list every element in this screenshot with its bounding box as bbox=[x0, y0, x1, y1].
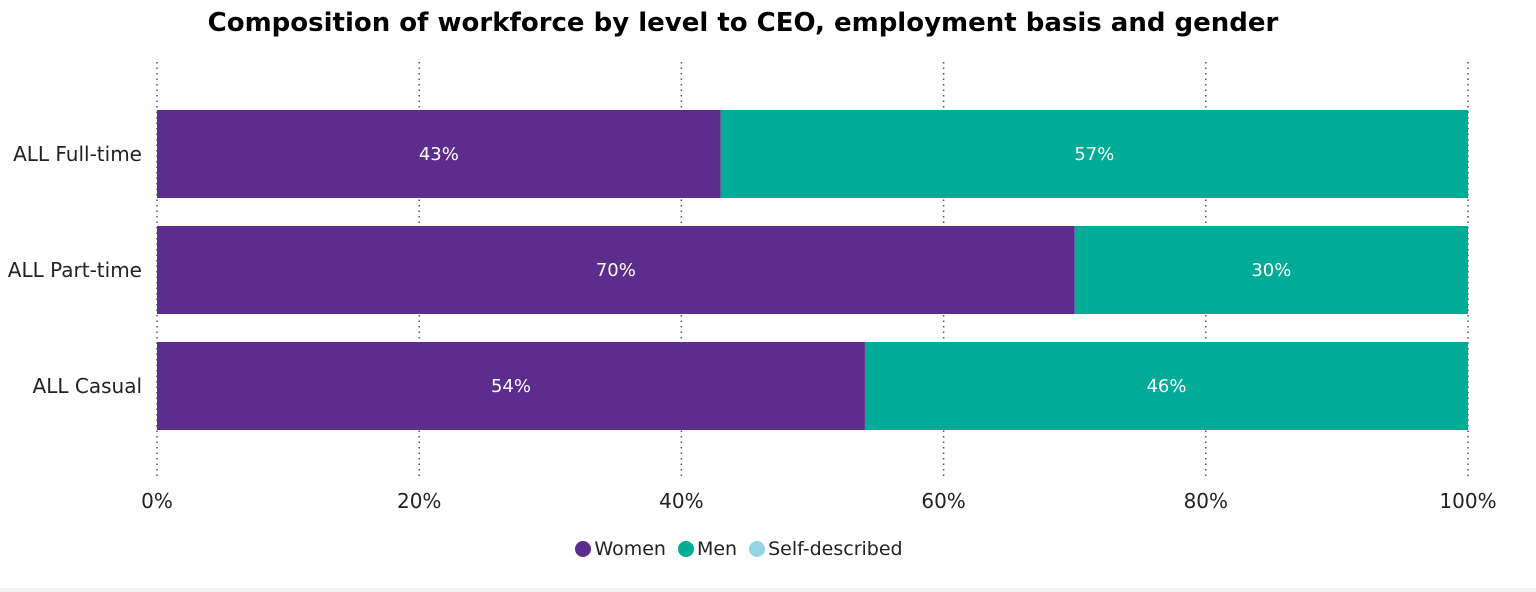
bar-segment-men bbox=[720, 110, 1468, 198]
x-tick-label: 20% bbox=[397, 489, 441, 513]
legend-marker bbox=[749, 541, 766, 557]
bar-segment-men bbox=[864, 342, 1468, 430]
data-label: 30% bbox=[1251, 260, 1291, 281]
x-tick-label: 100% bbox=[1439, 489, 1496, 513]
legend-item[interactable]: Self-described bbox=[749, 538, 903, 560]
category-label: ALL Casual bbox=[33, 374, 142, 398]
bar-segment-women bbox=[157, 226, 1075, 314]
x-tick-label: 80% bbox=[1184, 489, 1228, 513]
legend-label: Women bbox=[594, 538, 666, 560]
x-tick-label: 0% bbox=[141, 489, 173, 513]
data-label: 57% bbox=[1074, 144, 1114, 165]
x-tick-label: 60% bbox=[921, 489, 965, 513]
bars: 43% 57% 70% 30% 54% 46% bbox=[157, 110, 1468, 430]
legend-label: Self-described bbox=[768, 538, 903, 560]
data-label: 43% bbox=[419, 144, 459, 165]
bar-segment-women bbox=[157, 342, 865, 430]
legend-label: Men bbox=[696, 538, 738, 560]
data-label: 70% bbox=[596, 260, 636, 281]
category-label: ALL Part-time bbox=[8, 258, 142, 282]
legend-marker bbox=[575, 541, 592, 557]
data-label: 54% bbox=[491, 376, 531, 397]
chart-title: Composition of workforce by level to CEO… bbox=[207, 8, 1279, 38]
bar-segment-men bbox=[1074, 226, 1468, 314]
legend-item[interactable]: Women bbox=[575, 538, 666, 560]
bottom-divider bbox=[0, 588, 1536, 592]
legend-marker bbox=[677, 541, 694, 557]
legend: Women Men Self-described bbox=[0, 538, 1478, 560]
category-label: ALL Full-time bbox=[13, 142, 142, 166]
data-label: 46% bbox=[1146, 376, 1186, 397]
bar-segment-women bbox=[157, 110, 721, 198]
x-tick-label: 40% bbox=[659, 489, 703, 513]
legend-item[interactable]: Men bbox=[677, 538, 738, 560]
